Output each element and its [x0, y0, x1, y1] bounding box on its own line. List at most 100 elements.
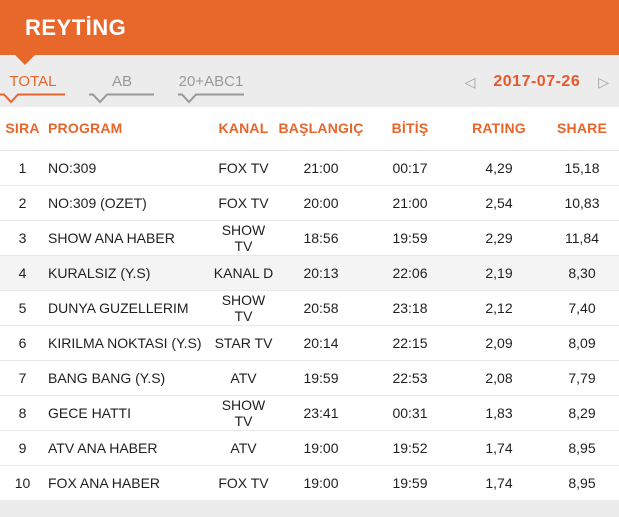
cell-rating: 4,29: [485, 159, 513, 176]
cell-sira: 3: [18, 229, 27, 246]
cell-share: 10,83: [564, 194, 600, 211]
cell-rating: 2,09: [485, 334, 513, 351]
cell-share: 8,29: [568, 404, 596, 421]
table-row[interactable]: 1 NO:309 FOX TV 21:00 00:17 4,29 15,18: [0, 150, 619, 185]
cell-program: SHOW ANA HABER: [48, 229, 175, 246]
cell-bi̇ti̇ş: 19:52: [392, 439, 428, 456]
table-row[interactable]: 2 NO:309 (OZET) FOX TV 20:00 21:00 2,54 10,83: [0, 185, 619, 220]
cell-rating: 1,74: [485, 439, 513, 456]
subnav: TOTAL AB 20+ABC1 ◁ 2017-07-26 ▷: [0, 55, 619, 107]
cell-başlangiç: 19:00: [303, 439, 339, 456]
cell-bi̇ti̇ş: 22:15: [392, 334, 428, 351]
cell-share: 11,84: [565, 229, 599, 246]
column-header-sira: SIRA: [0, 107, 45, 151]
tab-ab-label: AB: [111, 73, 132, 90]
table-row[interactable]: 5 DUNYA GUZELLERIM SHOW TV 20:58 23:18 2,12 7,…: [0, 290, 619, 325]
column-header-rating: RATING: [453, 107, 545, 151]
cell-başlangiç: 20:00: [303, 194, 339, 211]
cell-bi̇ti̇ş: 22:53: [392, 369, 428, 386]
cell-bi̇ti̇ş: 19:59: [392, 474, 428, 491]
cell-program: GECE HATTI: [48, 404, 131, 421]
cell-bi̇ti̇ş: 00:31: [392, 404, 428, 421]
cell-share: 8,95: [568, 474, 596, 491]
tab-underline-notch-icon: [0, 93, 65, 104]
table-row[interactable]: 3 SHOW ANA HABER SHOW TV 18:56 19:59 2,29 11,8…: [0, 220, 619, 255]
column-header-bi̇ti̇ş: BİTİŞ: [367, 107, 453, 151]
cell-sira: 9: [18, 439, 27, 456]
cell-program: BANG BANG (Y.S): [48, 369, 166, 386]
tab-20-abc1-label: 20+ABC1: [178, 73, 244, 90]
cell-share: 7,40: [568, 299, 596, 316]
cell-kanal: STAR TV: [214, 334, 273, 351]
page-title: REYTİNG: [25, 14, 127, 40]
cell-program: DUNYA GUZELLERIM: [48, 299, 189, 316]
cell-sira: 5: [18, 299, 27, 316]
cell-kanal: ATV: [230, 439, 257, 456]
cell-rating: 1,74: [485, 474, 513, 491]
cell-kanal: ATV: [230, 369, 257, 386]
tab-ab[interactable]: AB: [89, 73, 155, 104]
cell-kanal: FOX TV: [218, 159, 269, 176]
column-header-başlangiç: BAŞLANGIÇ: [275, 107, 367, 151]
table-row[interactable]: 6 KIRILMA NOKTASI (Y.S) STAR TV 20:14 22:15 2…: [0, 325, 619, 360]
cell-kanal: KANAL D: [213, 264, 274, 281]
cell-program: ATV ANA HABER: [48, 439, 158, 456]
cell-kanal: FOX TV: [218, 474, 269, 491]
cell-share: 8,95: [568, 439, 596, 456]
ratings-table-card: SIRA PROGRAM KANAL BAŞLANGIÇ BİTİŞ RATING SHAR…: [0, 107, 619, 500]
ratings-table: SIRA PROGRAM KANAL BAŞLANGIÇ BİTİŞ RATING SHAR…: [0, 107, 619, 500]
cell-başlangiç: 20:13: [303, 264, 339, 281]
table-header: SIRA PROGRAM KANAL BAŞLANGIÇ BİTİŞ RATING SHAR…: [0, 107, 619, 151]
cell-rating: 2,12: [485, 299, 513, 316]
cell-share: 7,79: [568, 369, 596, 386]
cell-bi̇ti̇ş: 22:06: [392, 264, 428, 281]
table-row[interactable]: 8 GECE HATTI SHOW TV 23:41 00:31 1,83 8,29: [0, 395, 619, 430]
cell-program: KURALSIZ (Y.S): [48, 264, 151, 281]
cell-share: 8,09: [568, 334, 596, 351]
cell-başlangiç: 20:14: [303, 334, 339, 351]
cell-sira: 2: [18, 194, 27, 211]
cell-bi̇ti̇ş: 00:17: [392, 159, 428, 176]
current-date-label: 2017-07-26: [493, 73, 581, 90]
next-date-arrow-icon[interactable]: ▷: [598, 74, 609, 90]
cell-bi̇ti̇ş: 23:18: [392, 299, 428, 316]
tab-20-abc1[interactable]: 20+ABC1: [178, 73, 244, 104]
table-row[interactable]: 10 FOX ANA HABER FOX TV 19:00 19:59 1,74 8,95: [0, 465, 619, 500]
cell-share: 15,18: [564, 159, 600, 176]
table-row[interactable]: 4 KURALSIZ (Y.S) KANAL D 20:13 22:06 2,19 8,30: [0, 255, 619, 290]
prev-date-arrow-icon[interactable]: ◁: [464, 74, 476, 90]
cell-sira: 1: [18, 159, 27, 176]
tab-total-label: TOTAL: [9, 73, 57, 90]
cell-rating: 2,54: [485, 194, 513, 211]
cell-sira: 8: [18, 404, 27, 421]
cell-bi̇ti̇ş: 19:59: [392, 229, 428, 246]
cell-başlangiç: 20:58: [303, 299, 339, 316]
app-header: REYTİNG: [0, 0, 619, 65]
table-row[interactable]: 7 BANG BANG (Y.S) ATV 19:59 22:53 2,08 7,79: [0, 360, 619, 395]
tab-bar: TOTAL AB 20+ABC1: [0, 73, 244, 104]
cell-bi̇ti̇ş: 21:00: [392, 194, 428, 211]
column-header-share: SHARE: [545, 107, 619, 151]
cell-sira: 6: [18, 334, 27, 351]
date-navigator: ◁ 2017-07-26 ▷: [465, 71, 609, 93]
table-row[interactable]: 9 ATV ANA HABER ATV 19:00 19:52 1,74 8,95: [0, 430, 619, 465]
tab-underline-notch-icon: [178, 93, 244, 104]
tab-total[interactable]: TOTAL: [0, 73, 66, 104]
cell-başlangiç: 21:00: [303, 159, 339, 176]
column-header-program: PROGRAM: [45, 107, 212, 151]
cell-kanal: FOX TV: [218, 194, 269, 211]
cell-sira: 7: [18, 369, 27, 386]
cell-başlangiç: 19:59: [303, 369, 339, 386]
cell-rating: 2,08: [485, 369, 513, 386]
cell-başlangiç: 23:41: [303, 404, 339, 421]
cell-başlangiç: 19:00: [303, 474, 339, 491]
cell-sira: 10: [14, 474, 31, 491]
cell-başlangiç: 18:56: [303, 229, 339, 246]
cell-kanal: SHOW TV: [221, 396, 266, 429]
cell-rating: 1,83: [485, 404, 513, 421]
cell-sira: 4: [18, 264, 27, 281]
header-pointer-triangle-icon: [15, 55, 35, 65]
cell-rating: 2,29: [485, 229, 513, 246]
cell-program: NO:309: [48, 159, 97, 176]
column-header-kanal: KANAL: [212, 107, 275, 151]
